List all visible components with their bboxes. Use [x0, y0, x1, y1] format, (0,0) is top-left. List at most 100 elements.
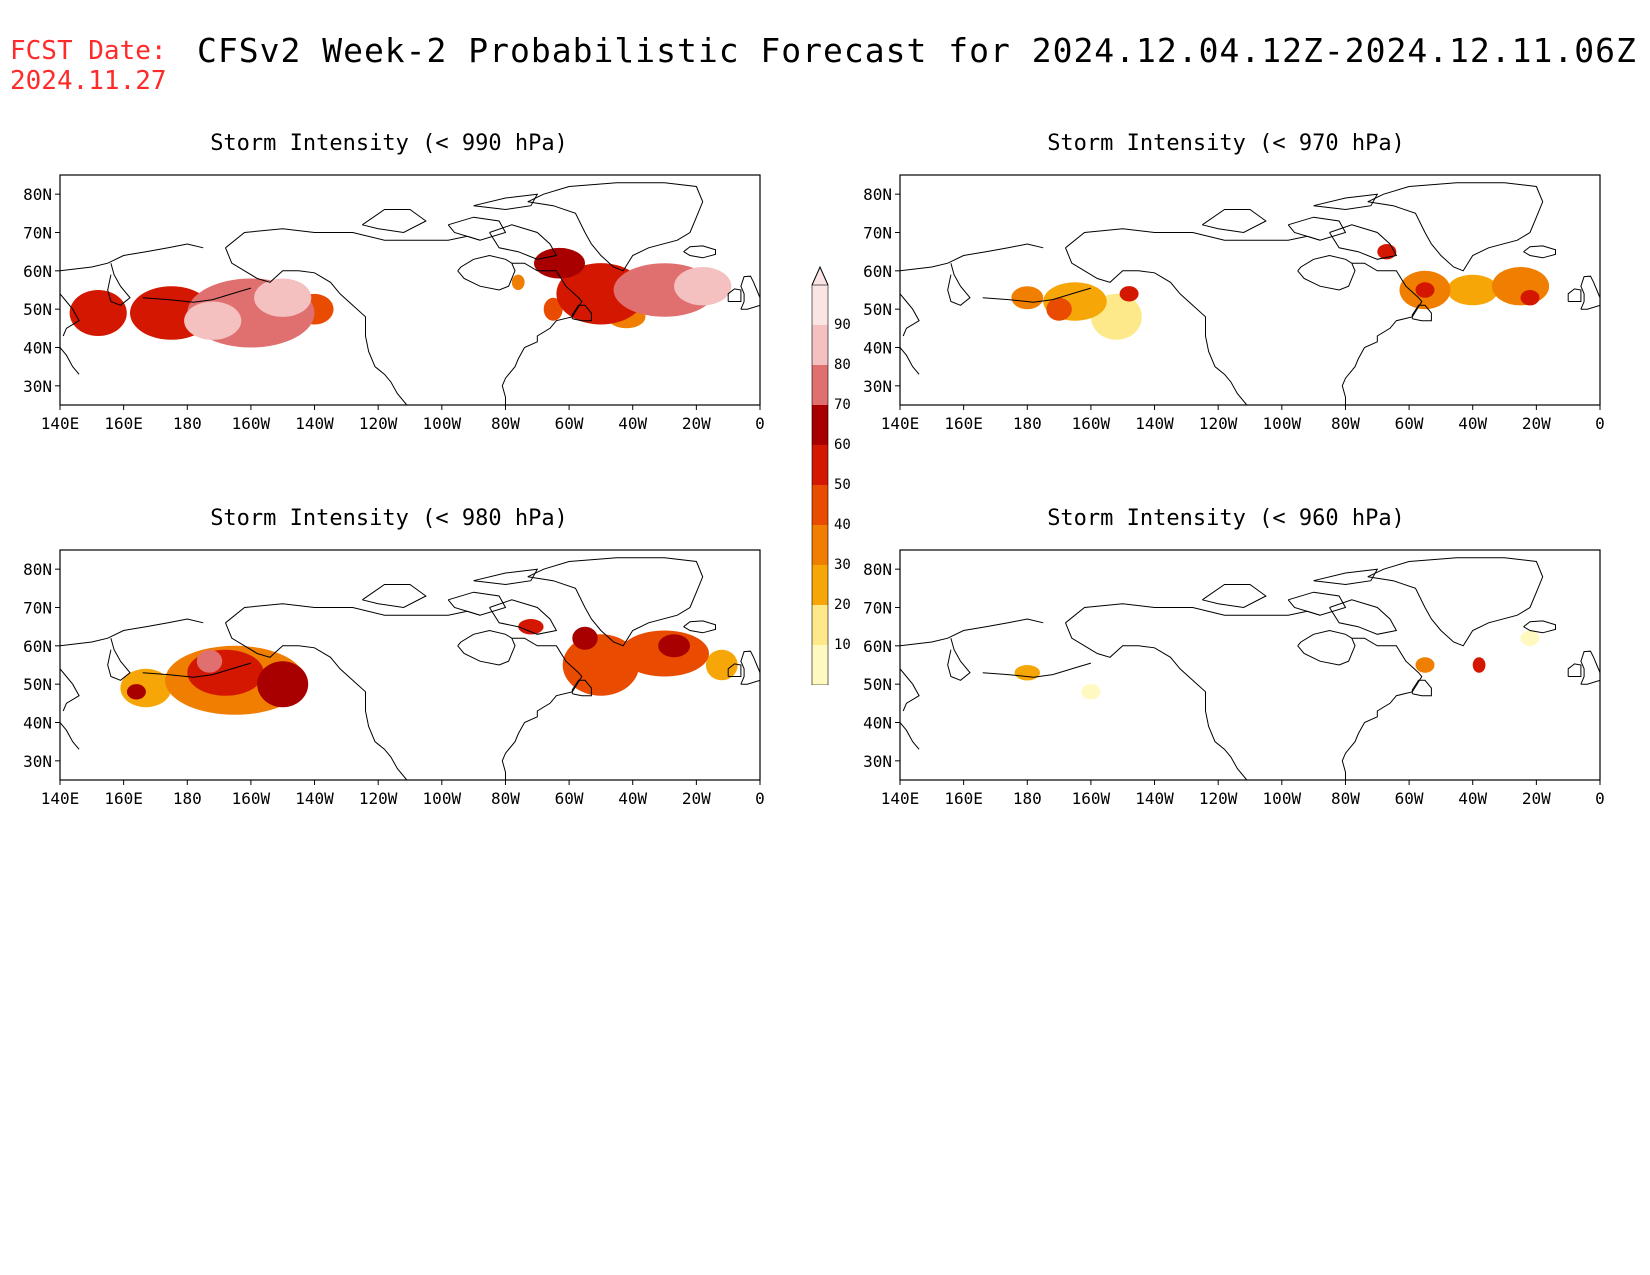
plot-frame: [59, 174, 761, 406]
lon-tick-label: 40W: [1458, 789, 1487, 808]
coastline: [571, 304, 592, 322]
probability-area: [572, 626, 598, 650]
coastline: [1065, 228, 1321, 249]
lon-tick-label: 140E: [881, 789, 920, 808]
lon-tick-label: 60W: [555, 414, 584, 433]
coastline: [740, 650, 760, 685]
coastline: [60, 618, 204, 647]
lat-tick-label: 70N: [23, 224, 52, 243]
colorbar-swatch: [812, 445, 828, 485]
probability-area: [1447, 274, 1499, 306]
lat-tick-label: 40N: [863, 339, 892, 358]
probability-area: [1081, 684, 1101, 700]
coastline: [225, 247, 408, 405]
lon-tick-label: 20W: [682, 414, 711, 433]
lon-tick-label: 40W: [618, 789, 647, 808]
probability-area: [658, 634, 690, 658]
colorbar-swatch: [812, 285, 828, 325]
coastline: [1341, 262, 1423, 405]
coastline: [1297, 629, 1356, 666]
coastline: [1411, 679, 1432, 697]
lon-tick-label: 160W: [1072, 414, 1111, 433]
probability-area: [1415, 657, 1435, 673]
lat-tick-label: 30N: [863, 377, 892, 396]
probability-area: [674, 267, 732, 306]
coastline: [1202, 584, 1267, 609]
map-panel-980: 80N 70N 60N 50N 40N 30N 140E 160E 180 160W 140W 120…: [23, 549, 765, 808]
coastline: [683, 620, 716, 634]
coastline: [489, 224, 558, 260]
colorbar-label: 30: [834, 557, 851, 573]
lat-tick-label: 70N: [863, 599, 892, 618]
coastline: [1567, 288, 1582, 302]
lon-tick-label: 140W: [295, 789, 334, 808]
coastline: [1313, 193, 1379, 211]
panel-title-970: Storm Intensity (< 970 hPa): [1047, 131, 1405, 156]
probability-area: [254, 278, 312, 317]
lon-tick-label: 20W: [682, 789, 711, 808]
probability-area: [534, 247, 585, 279]
colorbar-swatch: [812, 525, 828, 565]
coastline: [447, 216, 507, 241]
coastline: [1065, 247, 1248, 405]
coastline: [60, 243, 204, 272]
lon-tick-label: 60W: [1395, 414, 1424, 433]
coastline: [1287, 591, 1347, 616]
coastline: [501, 262, 583, 405]
coastline: [527, 557, 704, 647]
lon-tick-label: 160E: [944, 789, 983, 808]
map-panel-960: 80N 70N 60N 50N 40N 30N 140E 160E 180 160W 140W 120…: [863, 549, 1605, 808]
probability-area: [1046, 297, 1072, 321]
map-panel-990: 80N 70N 60N 50N 40N 30N 140E 160E 180 160W 140W 120…: [23, 174, 765, 433]
page-title: CFSv2 Week-2 Probabilistic Forecast for …: [197, 31, 1637, 70]
probability-area: [511, 274, 525, 290]
lon-tick-label: 180: [173, 414, 202, 433]
lat-tick-label: 30N: [23, 752, 52, 771]
lat-tick-label: 40N: [863, 714, 892, 733]
colorbar-swatch: [812, 645, 828, 685]
probability-area: [1011, 286, 1044, 310]
lon-tick-label: 80W: [491, 414, 520, 433]
lon-tick-label: 160W: [232, 414, 271, 433]
lat-tick-label: 80N: [863, 560, 892, 579]
lon-tick-label: 120W: [1199, 789, 1238, 808]
colorbar-label: 90: [834, 317, 851, 333]
probability-area: [1520, 630, 1540, 646]
coastline: [727, 663, 742, 677]
lon-tick-label: 180: [1013, 789, 1042, 808]
probability-area: [1014, 665, 1040, 681]
coastline: [727, 288, 742, 302]
coastline: [1523, 245, 1556, 259]
coastline: [362, 584, 427, 609]
lon-tick-label: 80W: [1331, 414, 1360, 433]
coastline: [571, 679, 592, 697]
forecast-date-block: FCST Date: 2024.11.27: [10, 36, 167, 96]
colorbar-label: 60: [834, 437, 851, 453]
lat-tick-label: 60N: [863, 262, 892, 281]
coastline: [60, 668, 80, 712]
colorbar-label: 50: [834, 477, 851, 493]
probability-area: [543, 297, 563, 321]
lon-tick-label: 0: [755, 414, 765, 433]
coastline: [740, 275, 760, 310]
coastline: [527, 182, 704, 272]
coastline: [900, 722, 920, 750]
coastline: [1580, 650, 1600, 685]
coastline: [1297, 254, 1356, 291]
coastline: [1065, 603, 1321, 624]
lon-tick-label: 0: [1595, 414, 1605, 433]
colorbar-label: 80: [834, 357, 851, 373]
probability-area: [1377, 244, 1397, 260]
coastline: [947, 638, 971, 681]
coastline: [225, 603, 481, 624]
plot-frame: [59, 549, 761, 781]
probability-area: [1472, 657, 1486, 673]
coastline: [1567, 663, 1582, 677]
lat-tick-label: 50N: [863, 675, 892, 694]
lon-tick-label: 100W: [1263, 789, 1302, 808]
lon-tick-label: 0: [1595, 789, 1605, 808]
lat-tick-label: 50N: [863, 300, 892, 319]
coastline: [982, 662, 1092, 678]
lon-tick-label: 160W: [232, 789, 271, 808]
lon-tick-label: 140E: [41, 789, 80, 808]
